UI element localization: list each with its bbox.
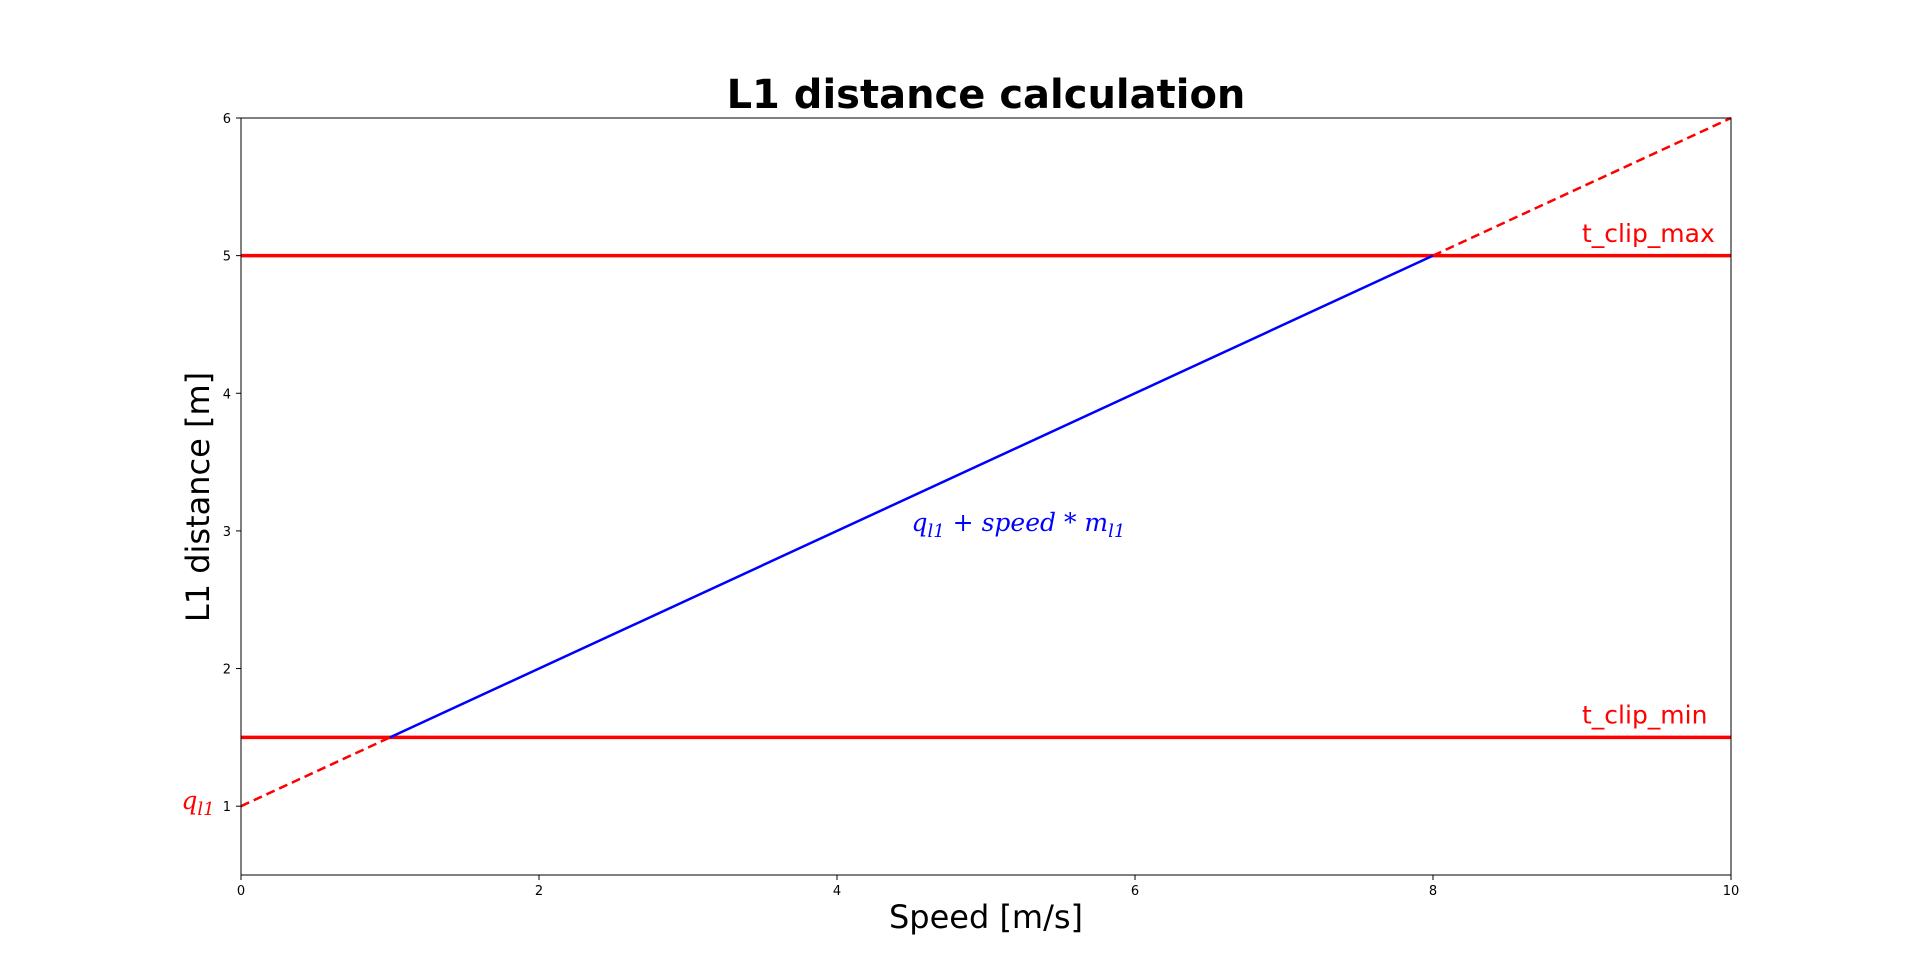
annotation-part: q — [181, 786, 197, 815]
y-tick-label: 5 — [223, 250, 231, 265]
dashed-extension-line-1 — [240, 736, 391, 808]
annotation-t-clip-min: t_clip_min — [1582, 701, 1707, 730]
x-tick-label: 10 — [1723, 884, 1740, 899]
plot-area: 0 2 4 6 8 10123456t_clip_maxt_clip_minql1ql1 … — [181, 112, 1739, 899]
annotation-formula: ql1 + speed * ml1 — [912, 508, 1126, 542]
annotation-part: + speed * m — [945, 508, 1108, 537]
linear-series-line — [389, 254, 1434, 739]
y-tick-label: 1 — [223, 800, 231, 815]
annotation-q-l1: ql1 — [181, 786, 214, 820]
chart-title: L1 distance calculation — [727, 72, 1246, 118]
y-tick-label: 3 — [223, 525, 231, 540]
x-tick-label: 4 — [833, 884, 841, 899]
annotation-part: q — [912, 508, 928, 537]
annotation-t-clip-max: t_clip_max — [1582, 219, 1715, 248]
x-tick-label: 0 — [237, 884, 245, 899]
y-tick-label: 4 — [223, 387, 231, 402]
annotation-part: l1 — [197, 799, 214, 820]
annotation-part: l1 — [1108, 521, 1125, 542]
annotation-part: l1 — [928, 521, 945, 542]
dashed-extension-line-2 — [1432, 116, 1732, 257]
x-tick-label: 6 — [1131, 884, 1139, 899]
axes-frame — [240, 117, 1732, 876]
y-tick-label: 2 — [223, 663, 231, 678]
y-tick-label: 6 — [223, 112, 231, 127]
x-tick-label: 8 — [1429, 884, 1437, 899]
y-axis-label: L1 distance [m] — [179, 372, 217, 622]
x-tick-label: 2 — [535, 884, 543, 899]
x-axis-label: Speed [m/s] — [889, 898, 1083, 936]
